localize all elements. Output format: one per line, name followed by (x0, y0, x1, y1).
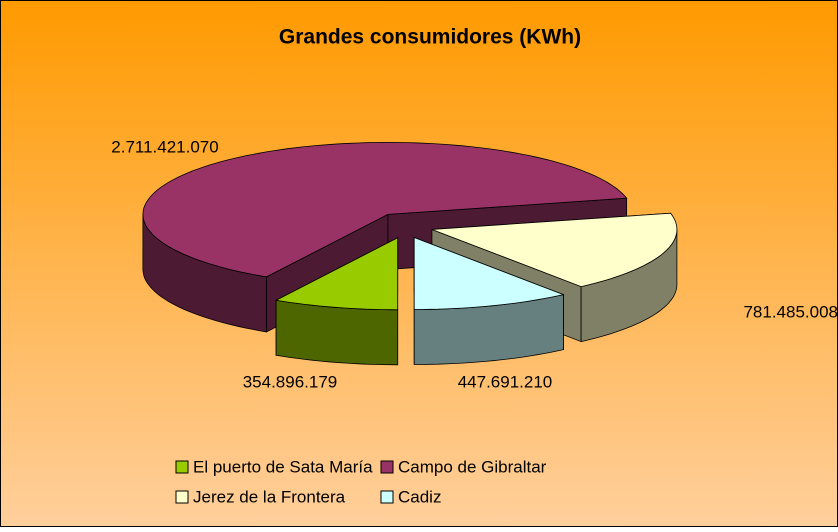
data-label: 447.691.210 (458, 372, 553, 391)
legend-swatch (380, 490, 394, 504)
pie: 354.896.179 2.711.421.070 781.485.008 447.6… (111, 137, 838, 391)
slice-top (142, 142, 628, 278)
legend-label: El puerto de Sata María (193, 457, 373, 476)
slice-top (274, 237, 399, 311)
legend-swatch (175, 490, 189, 504)
chart-title: Grandes consumidores (KWh) (279, 26, 581, 49)
slice (413, 236, 565, 365)
data-label: 781.485.008 (743, 302, 838, 321)
legend-swatch (380, 460, 394, 474)
legend: El puerto de Sata María Campo de Gibralta… (175, 457, 547, 506)
slice-wall (275, 299, 399, 366)
slice-top (413, 236, 565, 310)
legend-label: Campo de Gibraltar (398, 457, 547, 476)
legend-label: Cadiz (398, 487, 441, 506)
data-label: 354.896.179 (243, 372, 338, 391)
data-label: 2.711.421.070 (111, 137, 218, 156)
legend-label: Jerez de la Frontera (193, 487, 346, 506)
legend-swatch (175, 460, 189, 474)
slice (274, 237, 399, 366)
slice-top (431, 212, 678, 288)
